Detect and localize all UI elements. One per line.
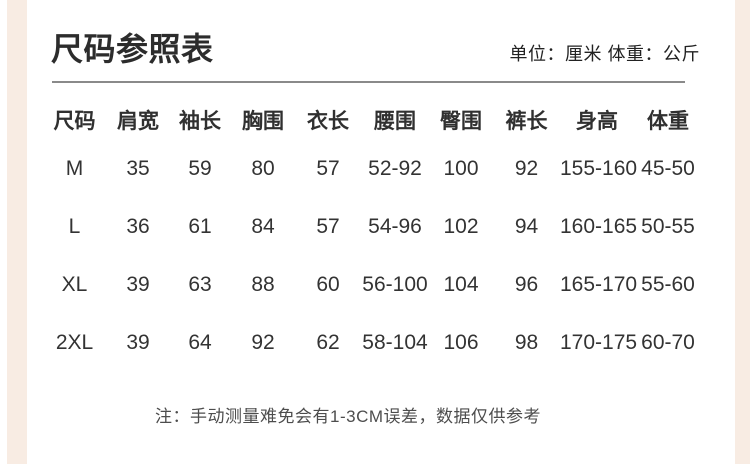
table-cell: 62 (316, 331, 340, 354)
table-cell: 57 (316, 157, 340, 180)
table-cell: 170-175 (560, 331, 638, 354)
size-label: L (68, 215, 81, 238)
column-header-hip: 臀围 (440, 110, 482, 133)
table-cell: 155-160 (560, 157, 638, 180)
table-cell: 64 (188, 331, 212, 354)
table-cell: 92 (251, 331, 275, 354)
column-header-sleeve: 袖长 (179, 110, 221, 133)
table-row-l: L 36 61 84 57 54-96 102 94 160-165 50-55 (42, 198, 702, 256)
size-label: 2XL (55, 331, 94, 354)
column-header-waist: 腰围 (374, 110, 416, 133)
right-edge-strip (735, 0, 750, 464)
table-cell: 104 (443, 273, 479, 296)
size-label: M (65, 157, 84, 180)
left-edge-strip (7, 0, 27, 464)
column-header-pants: 裤长 (505, 110, 548, 133)
table-cell: 88 (251, 273, 275, 296)
unit-note: 单位：厘米 体重：公斤 (509, 44, 700, 64)
page-title: 尺码参照表 (51, 31, 214, 67)
column-header-weight: 体重 (647, 110, 689, 133)
table-cell: 35 (126, 157, 150, 180)
table-cell: 39 (126, 273, 150, 296)
size-reference-table: 尺码 肩宽 袖长 胸围 衣长 腰围 臀围 裤长 身高 体重 M 35 59 80… (42, 100, 702, 372)
table-cell: 45-50 (641, 157, 695, 180)
table-cell: 106 (443, 331, 479, 354)
table-cell: 94 (514, 215, 539, 238)
table-cell: 160-165 (560, 215, 638, 238)
table-row-xl: XL 39 63 88 60 56-100 104 96 165-170 55-… (42, 256, 702, 314)
table-cell: 39 (126, 331, 150, 354)
table-row-2xl: 2XL 39 64 92 62 58-104 106 98 170-175 60… (42, 314, 702, 372)
table-cell: 57 (316, 215, 340, 238)
table-cell: 54-96 (368, 215, 422, 238)
table-cell: 98 (514, 331, 539, 354)
measurement-disclaimer: 注：手动测量难免会有1-3CM误差，数据仅供参考 (155, 407, 542, 426)
table-cell: 102 (443, 215, 479, 238)
column-header-length: 衣长 (307, 110, 349, 133)
table-cell: 58-104 (362, 331, 428, 354)
table-cell: 80 (251, 157, 275, 180)
table-cell: 55-60 (641, 273, 695, 296)
table-cell: 50-55 (641, 215, 695, 238)
table-cell: 63 (188, 273, 212, 296)
table-cell: 56-100 (362, 273, 428, 296)
table-cell: 84 (251, 215, 275, 238)
column-header-bust: 胸围 (242, 110, 284, 133)
table-cell: 165-170 (560, 273, 638, 296)
table-cell: 60-70 (641, 331, 695, 354)
table-cell: 100 (443, 157, 479, 180)
column-header-size: 尺码 (53, 110, 96, 133)
table-header-row: 尺码 肩宽 袖长 胸围 衣长 腰围 臀围 裤长 身高 体重 (42, 100, 702, 140)
table-cell: 36 (126, 215, 150, 238)
table-cell: 92 (514, 157, 539, 180)
column-header-shoulder: 肩宽 (117, 110, 159, 133)
title-divider (52, 81, 685, 83)
table-cell: 96 (514, 273, 539, 296)
table-cell: 60 (316, 273, 340, 296)
table-cell: 61 (188, 215, 212, 238)
table-cell: 52-92 (368, 157, 422, 180)
table-cell: 59 (188, 157, 212, 180)
table-row-m: M 35 59 80 57 52-92 100 92 155-160 45-50 (42, 140, 702, 198)
size-label: XL (61, 273, 88, 296)
column-header-height: 身高 (576, 110, 618, 133)
